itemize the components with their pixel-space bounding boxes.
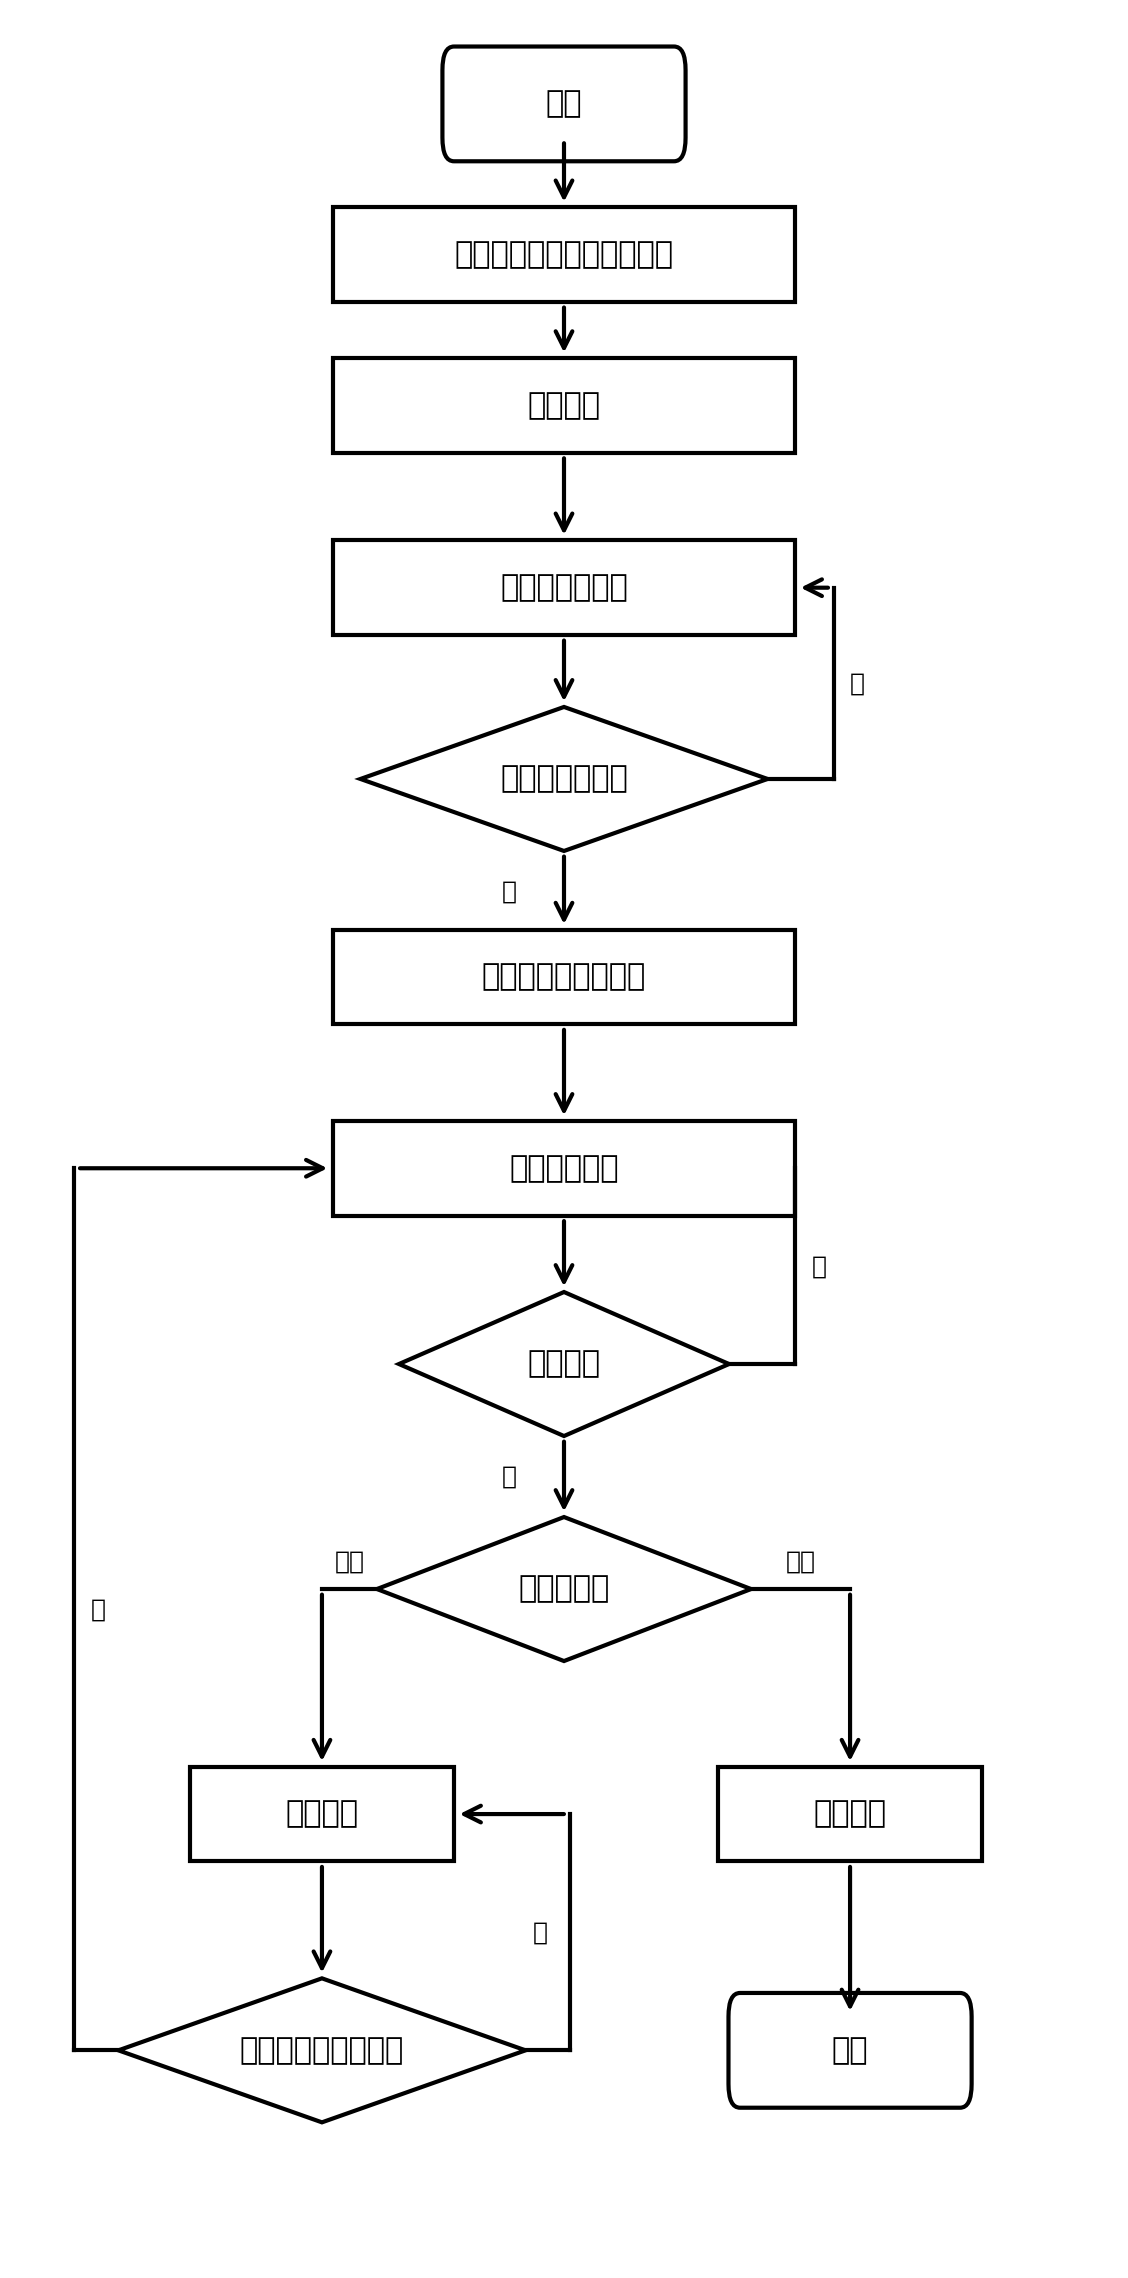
Text: 拉力小于上限拉力？: 拉力小于上限拉力？ [240,2037,404,2064]
FancyBboxPatch shape [442,46,686,162]
Text: 解析方向和伸缩长度: 解析方向和伸缩长度 [482,964,646,991]
Text: 否: 否 [851,672,865,695]
Polygon shape [377,1517,751,1661]
Bar [333,207,795,303]
Text: 否: 否 [532,1920,547,1943]
Polygon shape [399,1292,729,1435]
Text: 保持上限: 保持上限 [285,1800,359,1829]
FancyBboxPatch shape [729,1993,971,2107]
Bar [333,1121,795,1216]
Text: 控制电缸伸缩: 控制电缸伸缩 [509,1153,619,1182]
Text: 达到极限: 达到极限 [528,1349,600,1378]
Bar [190,1768,453,1861]
Text: 结束: 结束 [831,2037,869,2064]
Text: 是: 是 [502,1465,517,1488]
Bar [333,540,795,636]
Polygon shape [361,706,767,852]
Text: 用力拉带拉力传感器的吸钉: 用力拉带拉力传感器的吸钉 [455,239,673,269]
Bar [333,358,795,453]
Text: 设备休眠: 设备休眠 [813,1800,887,1829]
Polygon shape [118,1977,526,2123]
Bar [333,929,795,1025]
Bar [719,1768,982,1861]
Text: 设备唤醒: 设备唤醒 [528,392,600,419]
Text: 是: 是 [91,1597,106,1622]
Text: 等待传感器数据: 等待传感器数据 [500,574,628,601]
Text: 开始: 开始 [546,89,582,118]
Text: 收到传感器数据: 收到传感器数据 [500,765,628,793]
Text: 下限: 下限 [785,1549,816,1574]
Text: 哪个极限？: 哪个极限？ [519,1574,609,1604]
Text: 上限: 上限 [335,1549,364,1574]
Text: 是: 是 [502,879,517,904]
Text: 否: 否 [811,1255,827,1278]
